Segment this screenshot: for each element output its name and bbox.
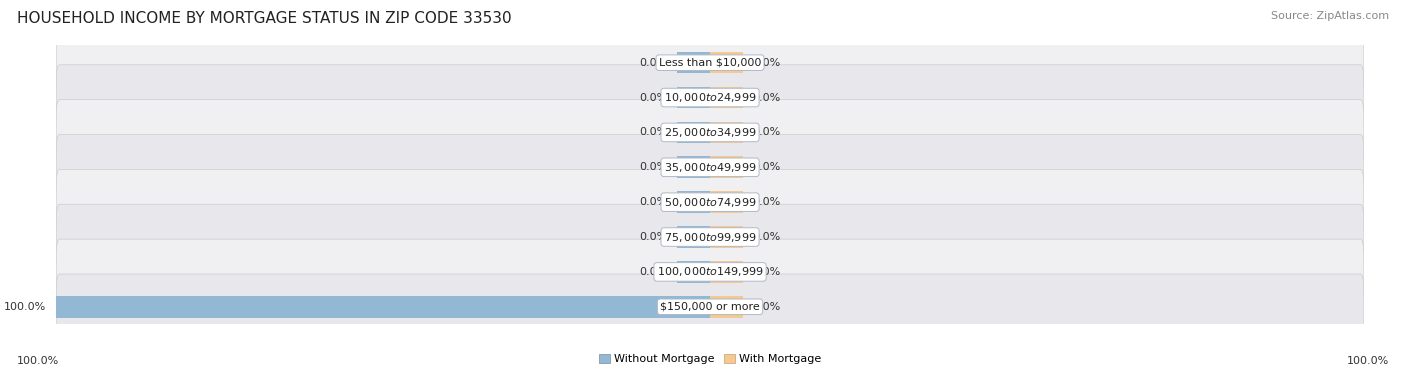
Text: 0.0%: 0.0% [752, 127, 780, 138]
Bar [678, 226, 710, 248]
Text: 0.0%: 0.0% [752, 302, 780, 312]
Bar [710, 156, 742, 178]
Text: 100.0%: 100.0% [1347, 356, 1389, 366]
FancyBboxPatch shape [56, 30, 1364, 95]
Bar [678, 87, 710, 108]
Text: 0.0%: 0.0% [752, 58, 780, 68]
Bar [710, 226, 742, 248]
Text: 0.0%: 0.0% [640, 92, 668, 103]
Text: $35,000 to $49,999: $35,000 to $49,999 [664, 161, 756, 174]
Bar [710, 52, 742, 74]
Text: $25,000 to $34,999: $25,000 to $34,999 [664, 126, 756, 139]
Text: 100.0%: 100.0% [4, 302, 46, 312]
Text: Source: ZipAtlas.com: Source: ZipAtlas.com [1271, 11, 1389, 21]
Bar [678, 52, 710, 74]
FancyBboxPatch shape [56, 239, 1364, 305]
Text: HOUSEHOLD INCOME BY MORTGAGE STATUS IN ZIP CODE 33530: HOUSEHOLD INCOME BY MORTGAGE STATUS IN Z… [17, 11, 512, 26]
Bar [710, 261, 742, 283]
Bar [710, 87, 742, 108]
Text: 0.0%: 0.0% [752, 197, 780, 207]
Text: 0.0%: 0.0% [640, 162, 668, 172]
Text: $150,000 or more: $150,000 or more [661, 302, 759, 312]
FancyBboxPatch shape [56, 100, 1364, 165]
Text: 100.0%: 100.0% [17, 356, 59, 366]
Text: 0.0%: 0.0% [752, 232, 780, 242]
Text: Less than $10,000: Less than $10,000 [659, 58, 761, 68]
Bar [56, 296, 710, 317]
Text: 0.0%: 0.0% [752, 92, 780, 103]
Bar [710, 192, 742, 213]
Text: 0.0%: 0.0% [640, 197, 668, 207]
Bar [678, 122, 710, 143]
Bar [678, 261, 710, 283]
Text: 0.0%: 0.0% [640, 127, 668, 138]
FancyBboxPatch shape [56, 65, 1364, 130]
Text: 0.0%: 0.0% [640, 267, 668, 277]
Text: 0.0%: 0.0% [752, 162, 780, 172]
Bar [710, 296, 742, 317]
Bar [678, 156, 710, 178]
Text: $50,000 to $74,999: $50,000 to $74,999 [664, 196, 756, 208]
Text: $100,000 to $149,999: $100,000 to $149,999 [657, 265, 763, 278]
Bar [678, 192, 710, 213]
FancyBboxPatch shape [56, 169, 1364, 235]
Text: $10,000 to $24,999: $10,000 to $24,999 [664, 91, 756, 104]
FancyBboxPatch shape [56, 204, 1364, 270]
Bar [710, 122, 742, 143]
Text: 0.0%: 0.0% [640, 58, 668, 68]
Text: 0.0%: 0.0% [640, 232, 668, 242]
FancyBboxPatch shape [56, 135, 1364, 200]
FancyBboxPatch shape [56, 274, 1364, 340]
Text: 0.0%: 0.0% [752, 267, 780, 277]
Legend: Without Mortgage, With Mortgage: Without Mortgage, With Mortgage [595, 350, 825, 369]
Text: $75,000 to $99,999: $75,000 to $99,999 [664, 231, 756, 244]
